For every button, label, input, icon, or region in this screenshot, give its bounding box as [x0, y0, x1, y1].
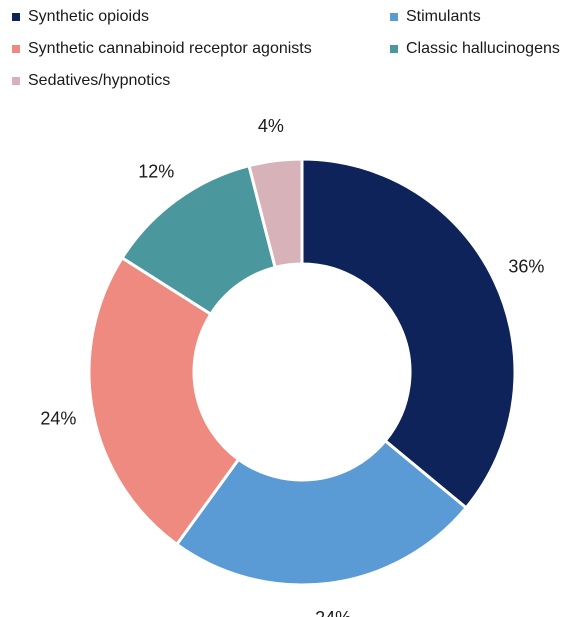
legend-swatch-icon — [12, 13, 20, 21]
legend-item-classic-hallucinogens: Classic hallucinogens — [390, 40, 560, 58]
legend-item-synthetic-cannabinoids: Synthetic cannabinoid receptor agonists — [12, 40, 312, 58]
data-label-classic-hallucinogens: 12% — [138, 161, 174, 181]
legend-label: Stimulants — [406, 8, 481, 25]
legend-label: Sedatives/hypnotics — [28, 72, 171, 89]
data-label-synthetic-opioids: 36% — [508, 256, 544, 276]
donut-slice-stimulants — [174, 438, 469, 587]
data-label-synthetic-cannabinoid-receptor-agonists: 24% — [40, 408, 76, 428]
data-label-sedatives-hypnotics: 4% — [258, 116, 284, 136]
chart-legend: Synthetic opioids Stimulants Synthetic c… — [0, 0, 584, 100]
legend-label: Synthetic opioids — [28, 8, 149, 25]
legend-swatch-icon — [390, 13, 398, 21]
donut-slice-synthetic-opioids — [300, 157, 517, 510]
legend-item-sedatives-hypnotics: Sedatives/hypnotics — [12, 72, 170, 90]
legend-swatch-icon — [12, 45, 20, 53]
donut-slice-sedatives-hypnotics — [247, 157, 304, 270]
donut-slice-synthetic-cannabinoid-receptor-agonists — [87, 255, 241, 547]
legend-item-synthetic-opioids: Synthetic opioids — [12, 8, 149, 26]
legend-item-stimulants: Stimulants — [390, 8, 481, 26]
data-label-stimulants: 24% — [315, 608, 351, 617]
legend-swatch-icon — [390, 45, 398, 53]
legend-label: Classic hallucinogens — [406, 40, 560, 57]
legend-swatch-icon — [12, 77, 20, 85]
legend-label: Synthetic cannabinoid receptor agonists — [28, 40, 312, 57]
